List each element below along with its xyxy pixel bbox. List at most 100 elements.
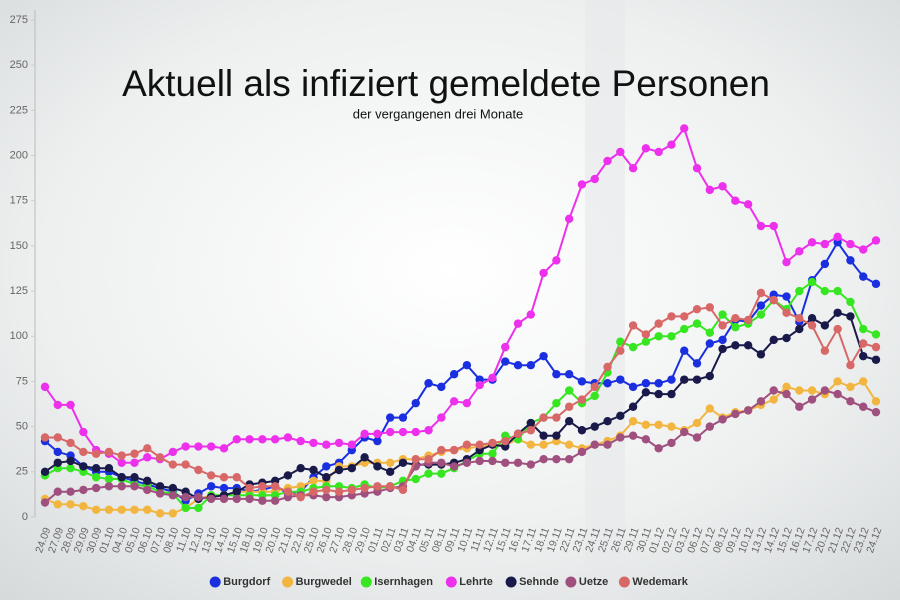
legend-marker xyxy=(360,576,372,588)
data-point xyxy=(795,402,804,411)
data-point xyxy=(283,487,293,496)
chart-title: Aktuell als infiziert gemeldete Personen xyxy=(122,63,770,104)
data-point xyxy=(488,438,497,448)
data-point xyxy=(552,413,561,422)
y-tick-label: 100 xyxy=(10,330,28,342)
data-point xyxy=(859,272,868,281)
data-point xyxy=(91,473,101,482)
y-tick-label: 200 xyxy=(10,149,28,161)
data-point xyxy=(871,236,881,245)
data-point xyxy=(552,256,561,265)
data-point xyxy=(194,465,203,475)
data-point xyxy=(833,324,842,334)
data-point xyxy=(270,435,280,444)
data-point xyxy=(117,505,126,514)
data-point xyxy=(66,400,75,410)
data-point xyxy=(795,314,804,323)
data-point xyxy=(168,483,178,493)
data-point xyxy=(743,406,753,415)
data-point xyxy=(360,453,369,462)
data-point xyxy=(411,474,420,484)
data-point xyxy=(424,426,433,435)
data-point xyxy=(641,337,651,346)
data-point xyxy=(526,360,536,370)
data-point xyxy=(628,342,638,352)
data-point xyxy=(590,174,599,184)
data-point xyxy=(846,360,855,370)
data-point xyxy=(564,370,574,379)
data-point xyxy=(705,328,714,337)
data-point xyxy=(398,458,408,467)
data-point xyxy=(795,247,804,256)
data-point xyxy=(168,491,178,500)
data-point xyxy=(769,221,778,231)
data-point xyxy=(232,473,241,482)
data-point xyxy=(743,341,753,350)
data-point xyxy=(731,341,740,350)
data-point xyxy=(283,433,293,442)
data-point xyxy=(373,482,382,491)
data-point xyxy=(322,473,331,482)
data-point xyxy=(40,467,50,477)
data-point xyxy=(373,462,382,471)
data-point xyxy=(462,398,472,408)
data-point xyxy=(309,465,318,475)
data-point xyxy=(398,427,408,437)
data-point xyxy=(731,196,740,205)
data-point xyxy=(820,259,830,269)
data-point xyxy=(526,426,536,435)
data-point xyxy=(628,321,638,330)
data-point xyxy=(501,458,510,467)
data-point xyxy=(245,483,254,493)
data-point xyxy=(181,492,190,502)
data-point xyxy=(104,482,114,491)
data-point xyxy=(258,482,267,491)
data-point xyxy=(155,489,165,498)
data-point xyxy=(769,386,778,395)
data-point xyxy=(309,476,318,486)
data-point xyxy=(322,485,331,495)
data-point xyxy=(373,436,382,446)
data-point xyxy=(667,389,676,399)
data-point xyxy=(360,429,369,439)
data-point xyxy=(692,375,702,384)
data-point xyxy=(79,501,88,511)
data-point xyxy=(104,505,114,514)
data-point xyxy=(756,350,766,359)
data-point xyxy=(270,496,280,505)
data-point xyxy=(347,485,357,495)
data-point xyxy=(334,487,344,496)
data-point xyxy=(488,456,497,466)
data-point xyxy=(718,310,727,319)
data-point xyxy=(334,465,344,475)
data-point xyxy=(155,482,165,491)
data-point xyxy=(526,418,536,428)
y-tick-label: 250 xyxy=(10,59,28,71)
data-point xyxy=(449,462,459,471)
data-point xyxy=(820,286,830,296)
data-point xyxy=(731,409,740,419)
data-point xyxy=(628,382,638,392)
data-point xyxy=(526,440,536,449)
data-point xyxy=(143,444,152,453)
data-point xyxy=(155,509,165,518)
data-point xyxy=(194,442,203,451)
data-point xyxy=(833,286,842,296)
data-point xyxy=(846,297,855,307)
data-point xyxy=(207,494,216,504)
data-point xyxy=(411,398,420,408)
data-point xyxy=(53,487,62,496)
data-point xyxy=(795,286,804,296)
data-point xyxy=(577,426,587,435)
data-point xyxy=(91,449,101,458)
data-point xyxy=(667,140,676,149)
data-point xyxy=(258,496,267,505)
data-point xyxy=(807,386,817,395)
legend-marker xyxy=(565,576,577,588)
data-point xyxy=(833,389,842,399)
data-point xyxy=(564,402,574,411)
data-point xyxy=(590,391,599,401)
data-point xyxy=(820,386,830,395)
data-point xyxy=(833,232,842,242)
data-point xyxy=(871,330,881,339)
